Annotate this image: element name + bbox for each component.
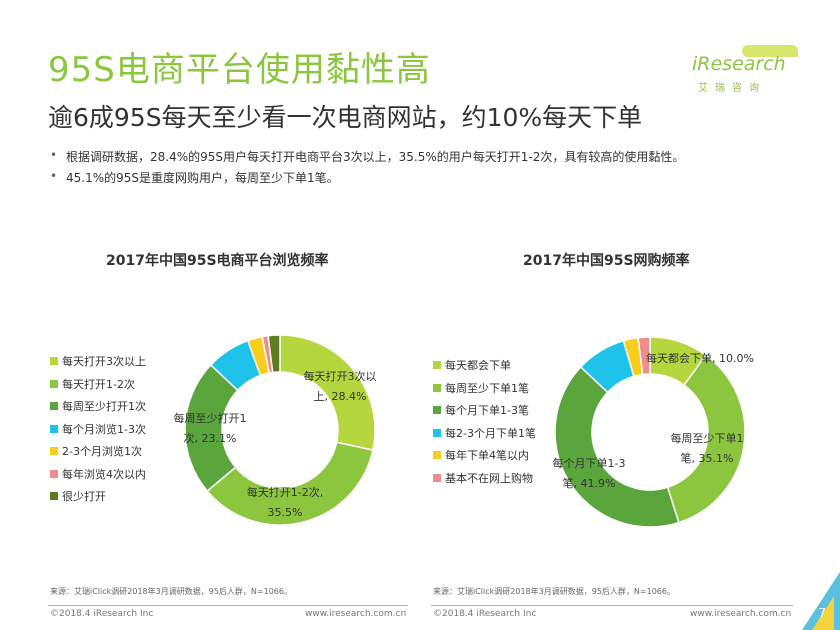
page-title: 95S电商平台使用黏性高	[48, 50, 431, 90]
legend-label: 基本不在网上购物	[445, 471, 533, 485]
footer-divider	[431, 605, 793, 606]
footer-divider	[48, 605, 408, 606]
legend-item: 每2-3个月下单1笔	[433, 422, 536, 445]
donut-chart-browse-frequency: 每天打开3次以上, 28.4% 每天打开1-2次, 35.5% 每周至少打开1 次, 2…	[174, 334, 377, 526]
bullet-item: • 45.1%的95S是重度网购用户，每周至少下单1笔。	[50, 169, 684, 190]
slice-data-label: 每周至少下单1	[671, 431, 744, 445]
legend-swatch	[50, 357, 58, 366]
legend-item: 很少打开	[50, 485, 146, 508]
legend-item: 每个月下单1-3笔	[433, 399, 536, 422]
legend-browse-frequency: 每天打开3次以上 每天打开1-2次 每周至少打开1次 每个月浏览1-3次 2-3个月浏览…	[50, 350, 146, 508]
chart-title-purchase-frequency: 2017年中国95S网购频率	[523, 253, 690, 269]
bullet-text: 45.1%的95S是重度网购用户，每周至少下单1笔。	[66, 171, 339, 185]
donut-chart-purchase-frequency: 每天都会下单, 10.0% 每周至少下单1 笔, 35.1% 每个月下单1-3 笔, 4…	[553, 336, 754, 528]
footer-url: www.iresearch.com.cn	[690, 609, 792, 619]
donut-slice	[666, 354, 746, 524]
bullet-item: • 根据调研数据，28.4%的95S用户每天打开电商平台3次以上，35.5%的用…	[50, 148, 684, 169]
legend-swatch	[50, 424, 58, 433]
slice-data-label: 上, 28.4%	[314, 390, 367, 403]
slice-data-label: 笔, 41.9%	[563, 476, 616, 490]
legend-swatch	[433, 383, 441, 392]
source-note: 来源：艾瑞iClick调研2018年3月调研数据，95后人群，N=1066。	[433, 587, 675, 596]
slice-data-label: 每天打开1-2次,	[247, 485, 323, 499]
donut-slice	[554, 365, 680, 528]
legend-label: 每天打开1-2次	[62, 377, 135, 391]
logo-swoosh-icon	[742, 45, 798, 57]
slice-data-label: 35.5%	[268, 506, 303, 519]
source-note: 来源：艾瑞iClick调研2018年3月调研数据，95后人群，N=1066。	[50, 587, 292, 596]
legend-item: 每年浏览4次以内	[50, 463, 146, 486]
legend-item: 每周至少打开1次	[50, 395, 146, 418]
legend-swatch	[433, 473, 441, 482]
logo-sub-text: 艾瑞咨询	[698, 83, 766, 94]
legend-label: 每天打开3次以上	[62, 355, 146, 369]
bullet-text: 根据调研数据，28.4%的95S用户每天打开电商平台3次以上，35.5%的用户每…	[66, 150, 685, 164]
page-number: 7	[818, 606, 826, 620]
slice-data-label: 每周至少打开1	[174, 411, 247, 425]
slice-data-label: 每天打开3次以	[304, 369, 377, 383]
legend-item: 每天打开1-2次	[50, 373, 146, 396]
legend-swatch	[433, 428, 441, 437]
legend-swatch	[50, 492, 58, 501]
slice-data-label: 每天都会下单, 10.0%	[646, 351, 754, 365]
legend-item: 每个月浏览1-3次	[50, 418, 146, 441]
legend-item: 每天打开3次以上	[50, 350, 146, 373]
legend-swatch	[50, 379, 58, 388]
legend-item: 每年下单4笔以内	[433, 444, 536, 467]
legend-purchase-frequency: 每天都会下单每周至少下单1笔 每个月下单1-3笔 每2-3个月下单1笔 每年下单4笔以…	[433, 354, 536, 489]
legend-label: 每周至少下单1笔	[445, 381, 529, 395]
page-subtitle: 逾6成95S每天至少看一次电商网站，约10%每天下单	[48, 103, 643, 132]
legend-swatch	[50, 402, 58, 411]
donut-slice	[267, 334, 281, 374]
bullet-dot-icon: •	[50, 169, 58, 183]
legend-swatch	[433, 451, 441, 460]
footer-copyright: ©2018.4 iResearch Inc	[50, 609, 154, 619]
slice-data-label: 笔, 35.1%	[681, 451, 734, 465]
donut-slice	[206, 441, 374, 526]
legend-swatch	[433, 361, 441, 370]
legend-item: 每周至少下单1笔	[433, 377, 536, 400]
slice-data-label: 每个月下单1-3	[553, 456, 626, 470]
legend-swatch	[50, 447, 58, 456]
legend-swatch	[50, 469, 58, 478]
footer-url: www.iresearch.com.cn	[305, 609, 407, 619]
legend-item: 基本不在网上购物	[433, 467, 536, 490]
corner-decoration	[812, 596, 834, 630]
donut-slice	[637, 336, 651, 376]
logo-main-text: iResearch	[692, 53, 786, 75]
legend-item: 2-3个月浏览1次	[50, 440, 146, 463]
legend-label: 每周至少打开1次	[62, 400, 146, 414]
legend-label: 每年浏览4次以内	[62, 467, 146, 481]
legend-swatch	[433, 406, 441, 415]
legend-label: 很少打开	[62, 490, 106, 504]
legend-label: 每2-3个月下单1笔	[445, 426, 536, 440]
legend-item: 每天都会下单	[433, 354, 536, 377]
chart-title-browse-frequency: 2017年中国95S电商平台浏览频率	[106, 253, 329, 269]
legend-label: 每个月下单1-3笔	[445, 404, 529, 418]
iresearch-logo: iResearch 艾瑞咨询	[688, 45, 798, 95]
bullet-dot-icon: •	[50, 148, 58, 162]
bullet-list: • 根据调研数据，28.4%的95S用户每天打开电商平台3次以上，35.5%的用…	[50, 148, 684, 190]
slice-data-label: 次, 23.1%	[184, 431, 237, 445]
legend-label: 每个月浏览1-3次	[62, 422, 146, 436]
legend-label: 每年下单4笔以内	[445, 449, 529, 463]
footer-copyright: ©2018.4 iResearch Inc	[433, 609, 537, 619]
legend-label: 2-3个月浏览1次	[62, 445, 142, 459]
legend-label: 每天都会下单	[445, 359, 511, 373]
